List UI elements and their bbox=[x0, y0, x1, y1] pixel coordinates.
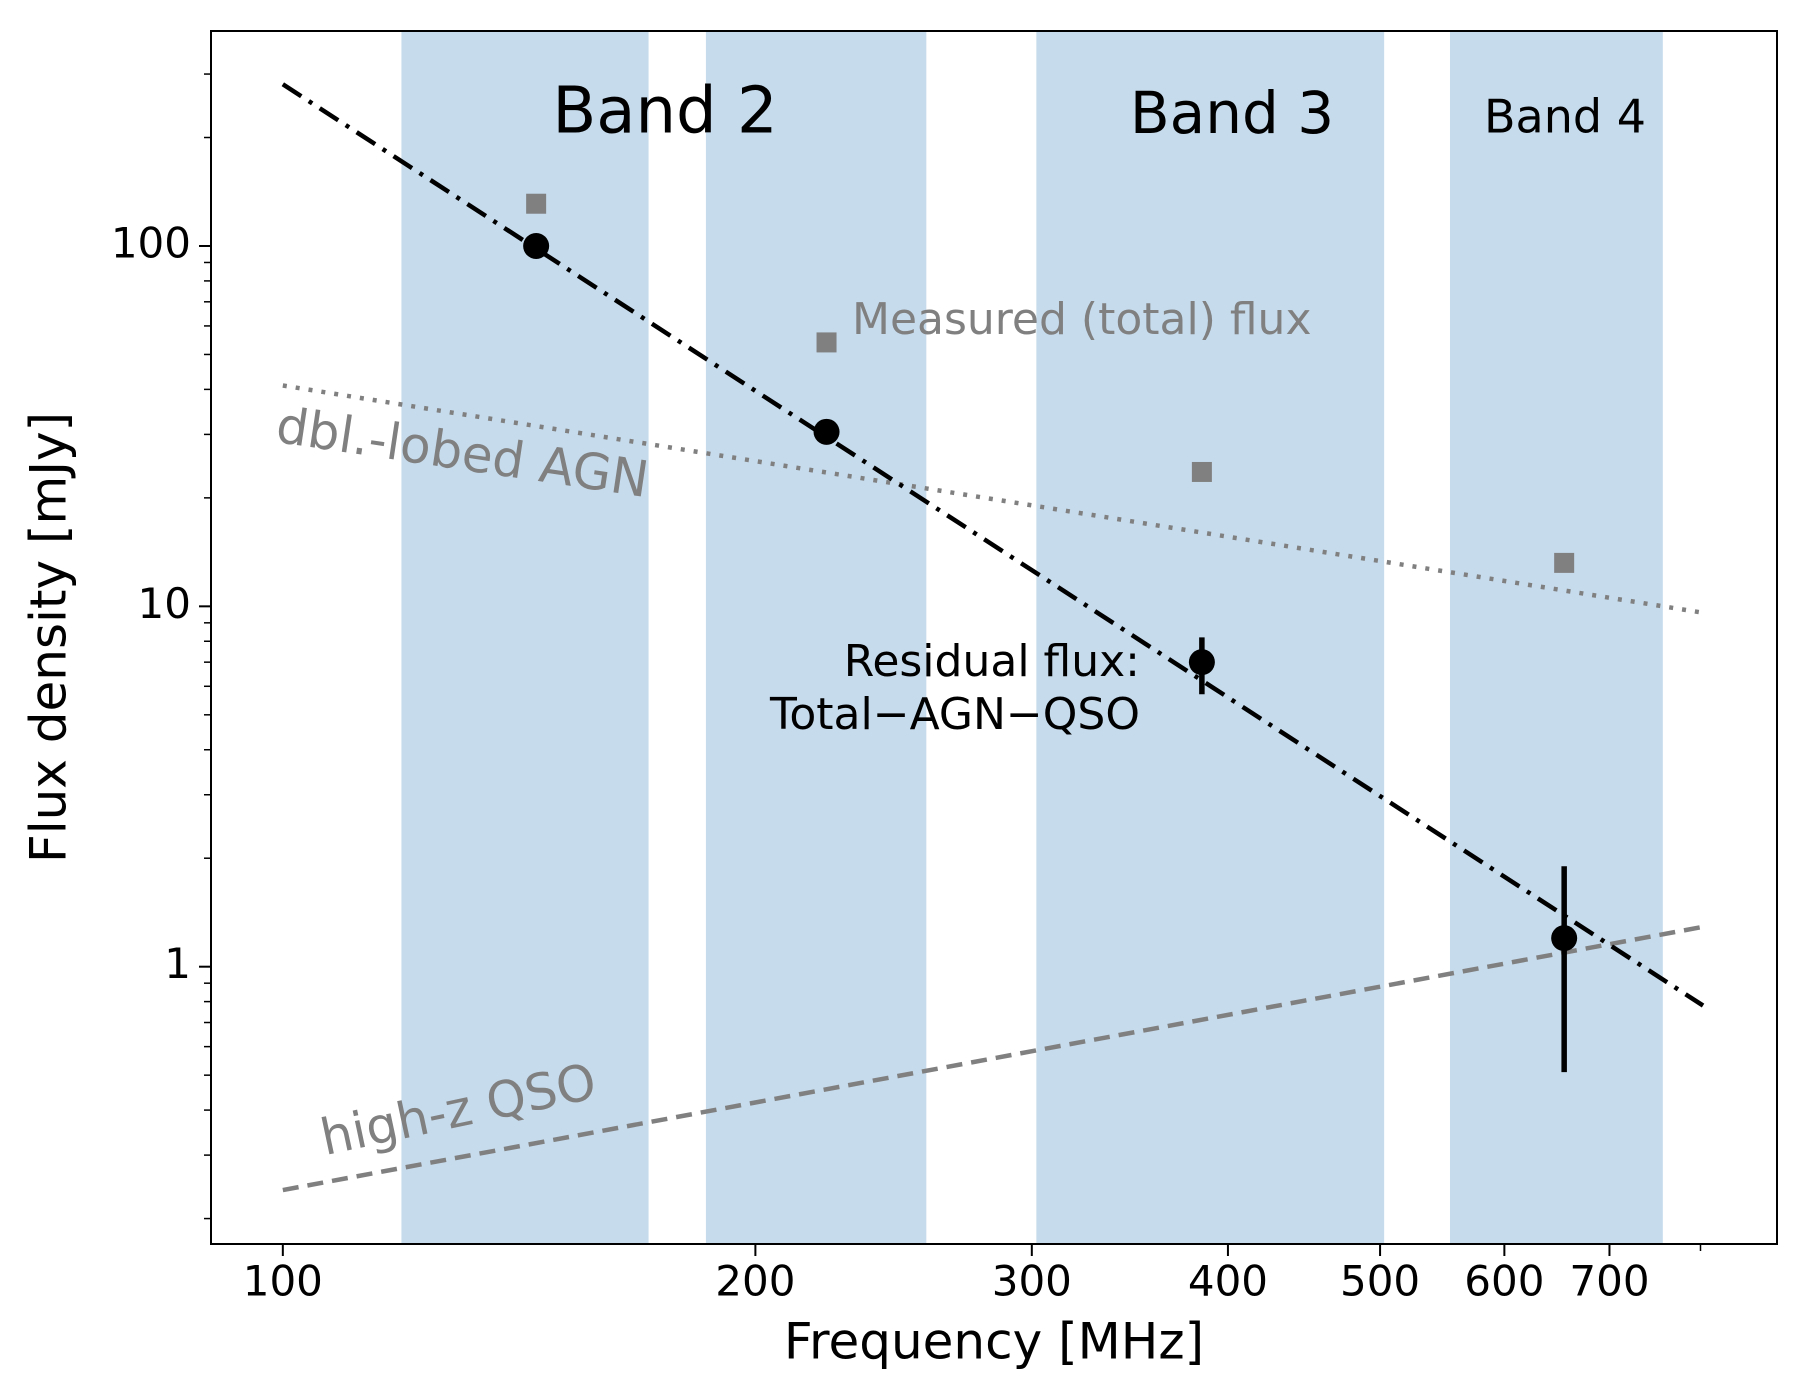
annotation: Measured (total) flux bbox=[852, 294, 1312, 345]
marker bbox=[813, 418, 840, 445]
annotation: Residual flux: bbox=[844, 636, 1140, 687]
x-tick-label: 100 bbox=[243, 1257, 323, 1306]
y-axis-label: Flux density [mJy] bbox=[20, 412, 78, 863]
y-tick-label: 10 bbox=[138, 579, 191, 628]
x-tick-label: 500 bbox=[1340, 1257, 1420, 1306]
plot-frame bbox=[210, 30, 1778, 1245]
line bbox=[282, 383, 1704, 615]
band-label: Band 4 bbox=[1484, 90, 1646, 144]
band bbox=[1449, 31, 1663, 1244]
marker bbox=[526, 193, 547, 214]
band bbox=[401, 31, 649, 1244]
marker bbox=[523, 232, 550, 259]
band bbox=[1036, 31, 1385, 1244]
band bbox=[705, 31, 927, 1244]
band-label: Band 3 bbox=[1130, 79, 1334, 147]
plot-area bbox=[281, 31, 1705, 1244]
annotation: Total−AGN−QSO bbox=[769, 689, 1140, 740]
marker bbox=[1554, 552, 1575, 573]
marker bbox=[1191, 461, 1212, 482]
line bbox=[281, 82, 1705, 1008]
x-axis-label: Frequency [MHz] bbox=[784, 1313, 1204, 1371]
band-label: Band 2 bbox=[552, 75, 777, 149]
x-tick-label: 300 bbox=[992, 1257, 1072, 1306]
y-tick-label: 1 bbox=[164, 939, 191, 988]
x-tick-label: 600 bbox=[1464, 1257, 1544, 1306]
x-tick-label: 700 bbox=[1569, 1257, 1649, 1306]
x-tick-label: 200 bbox=[715, 1257, 795, 1306]
marker bbox=[816, 332, 837, 353]
y-tick-label: 100 bbox=[111, 218, 191, 267]
x-tick-label: 400 bbox=[1188, 1257, 1268, 1306]
marker bbox=[1188, 649, 1215, 676]
line bbox=[282, 924, 1704, 1193]
marker bbox=[1551, 925, 1578, 952]
